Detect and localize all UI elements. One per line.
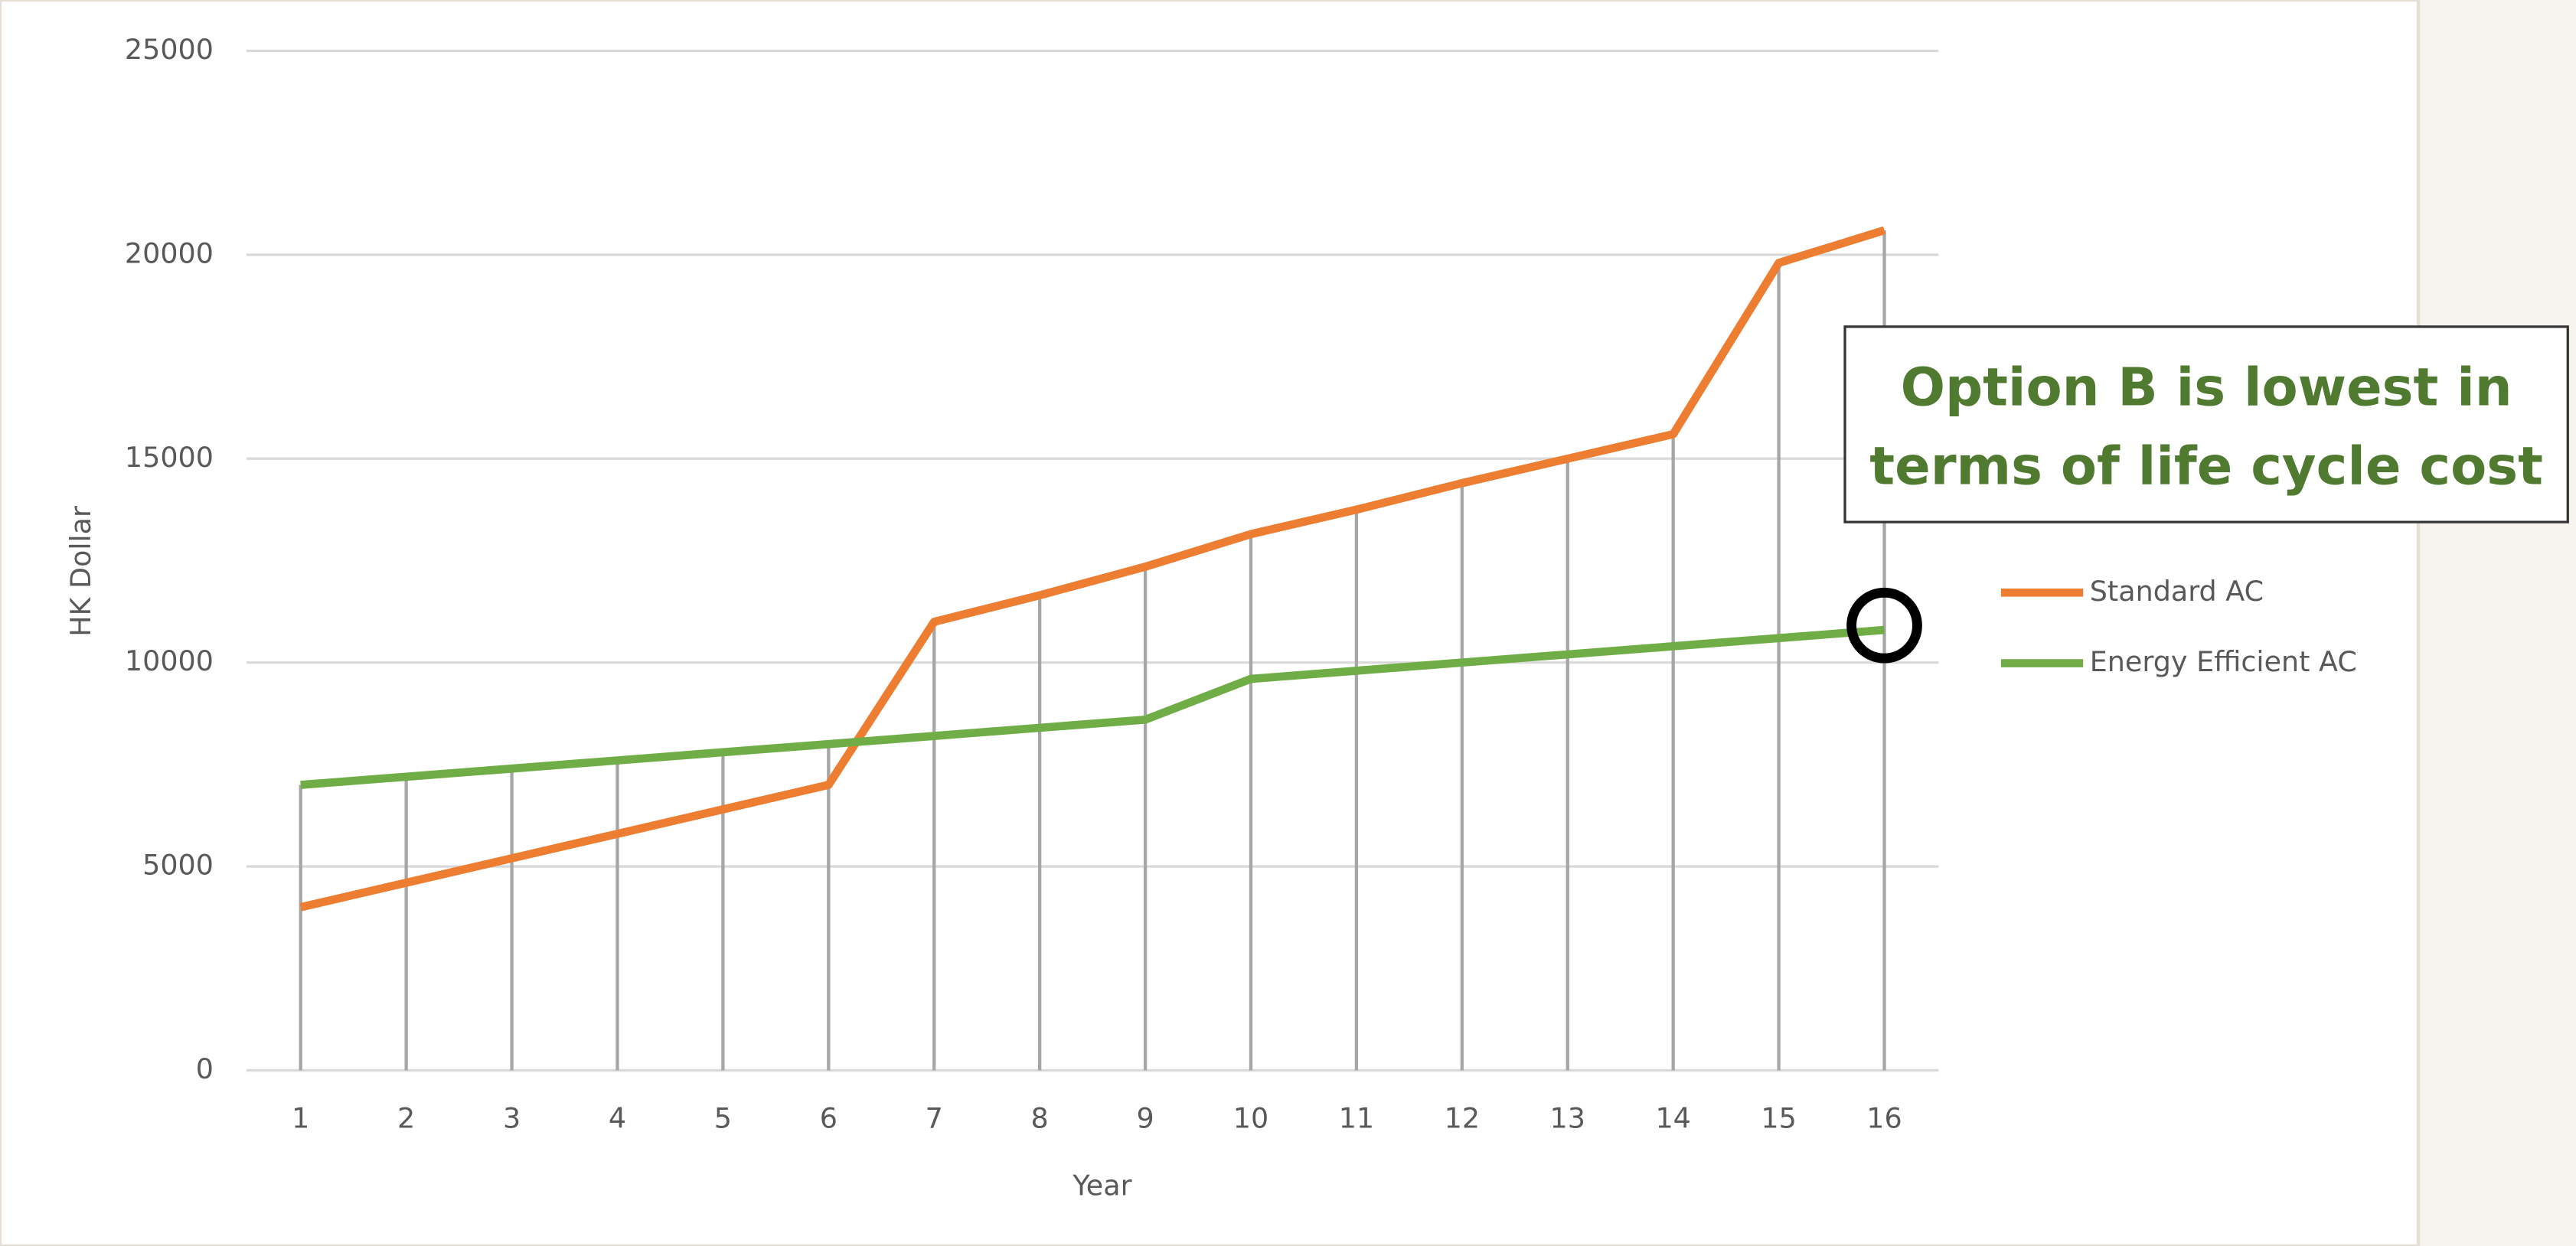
highlight-circle xyxy=(1846,587,1922,664)
x-tick-label: 13 xyxy=(1550,1101,1585,1134)
chart-panel xyxy=(0,0,2421,1246)
x-tick-label: 5 xyxy=(714,1101,732,1134)
y-tick-label: 5000 xyxy=(142,849,214,882)
x-tick-label: 12 xyxy=(1445,1101,1480,1134)
x-tick-label: 11 xyxy=(1339,1101,1374,1134)
y-tick-label: 15000 xyxy=(125,441,214,474)
x-tick-label: 7 xyxy=(926,1101,943,1134)
y-axis-title: HK Dollar xyxy=(64,506,97,637)
series-line xyxy=(299,226,1886,912)
y-tick-label: 0 xyxy=(196,1052,214,1085)
x-tick-label: 2 xyxy=(397,1101,415,1134)
annotation-box xyxy=(1843,325,2569,524)
series-line xyxy=(300,625,1885,789)
x-tick-label: 10 xyxy=(1233,1101,1268,1134)
x-tick-label: 6 xyxy=(820,1101,837,1134)
annotation-text: terms of life cycle cost xyxy=(1869,436,2543,497)
x-tick-label: 3 xyxy=(503,1101,521,1134)
x-tick-label: 8 xyxy=(1031,1101,1049,1134)
x-tick-label: 1 xyxy=(292,1101,309,1134)
y-tick-label: 10000 xyxy=(125,644,214,677)
y-tick-label: 20000 xyxy=(125,236,214,269)
legend-label: Standard AC xyxy=(2090,575,2264,608)
x-tick-label: 16 xyxy=(1866,1101,1902,1134)
x-tick-label: 14 xyxy=(1655,1101,1690,1134)
x-tick-label: 4 xyxy=(609,1101,626,1134)
y-tick-label: 25000 xyxy=(125,33,214,66)
legend-label: Energy Efficient AC xyxy=(2090,645,2357,678)
x-tick-label: 9 xyxy=(1136,1101,1154,1134)
x-axis-title: Year xyxy=(1072,1169,1131,1202)
x-tick-label: 15 xyxy=(1761,1101,1796,1134)
annotation-text: Option B is lowest in xyxy=(1901,357,2512,419)
